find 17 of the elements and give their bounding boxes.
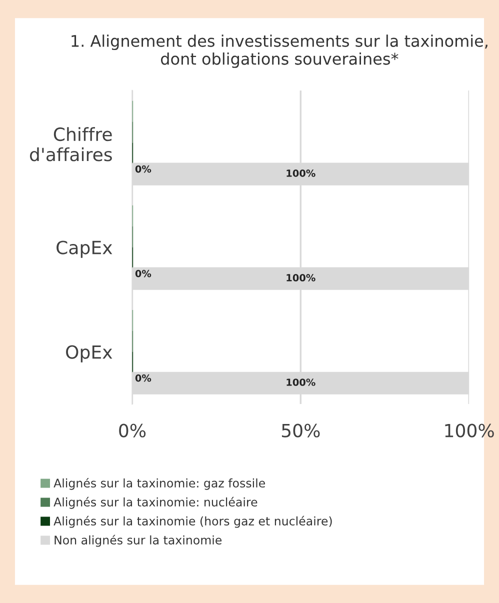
y-tick-label: OpEx bbox=[66, 345, 112, 362]
x-tick-label: 100% bbox=[445, 424, 494, 438]
legend-label: Alignés sur la taxinomie: nucléaire bbox=[54, 496, 258, 509]
legend-label: Alignés sur la taxinomie: gaz fossile bbox=[54, 478, 265, 490]
data-label: 100% bbox=[286, 170, 316, 177]
legend-label: Non alignés sur la taxinomie bbox=[54, 534, 222, 547]
data-label: 100% bbox=[286, 274, 316, 282]
data-label: 0% bbox=[135, 374, 152, 382]
x-tick-label: 0% bbox=[119, 424, 146, 438]
data-label: 100% bbox=[286, 378, 316, 386]
data-label: 0% bbox=[135, 270, 152, 278]
chart-title: 1. Alignement des investissements sur la taxinomie, dont obligations souveraines* bbox=[72, 34, 488, 68]
y-tick-label: Chiffre d'affaires bbox=[30, 127, 112, 162]
data-label: 0% bbox=[135, 165, 152, 173]
x-tick-label: 50% bbox=[282, 424, 320, 438]
legend-label: Alignés sur la taxinomie (hors gaz et nucléaire) bbox=[54, 516, 332, 528]
y-tick-label: CapEx bbox=[56, 240, 112, 258]
